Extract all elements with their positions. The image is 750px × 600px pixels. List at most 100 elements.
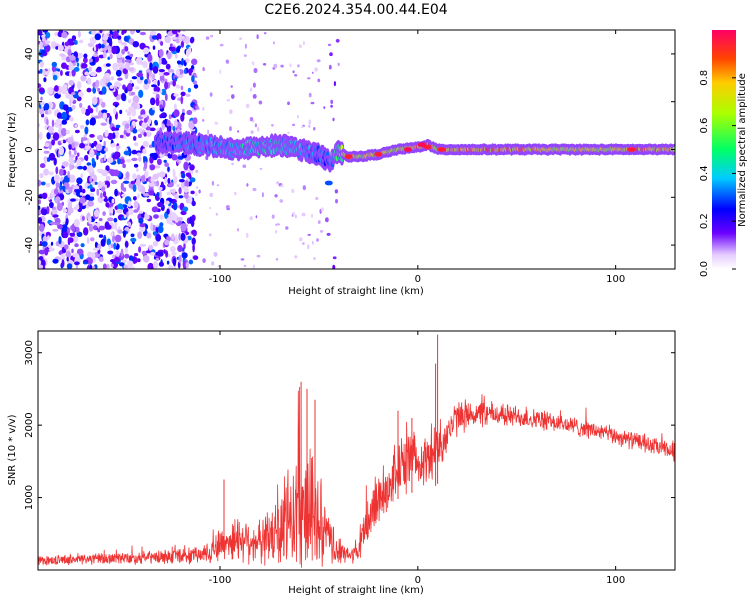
- spectrogram-cell: [225, 205, 230, 209]
- spectrogram-cell: [45, 183, 51, 188]
- spectrogram-cell: [48, 247, 55, 252]
- spectrogram-cell: [152, 79, 158, 85]
- spectrogram-cell: [57, 44, 64, 52]
- spectrogram-cell: [140, 175, 146, 183]
- spectrogram-cell: [295, 214, 297, 219]
- spectrogram-cell: [79, 185, 83, 192]
- spectrogram-cell: [142, 148, 147, 155]
- spectrogram-cell: [124, 59, 132, 63]
- spectrogram-cell: [54, 122, 61, 128]
- spectrogram-cell: [165, 250, 169, 258]
- spectrogram-cell: [85, 194, 91, 201]
- spectrogram-cell: [100, 192, 103, 199]
- spectrogram-cell: [202, 258, 206, 263]
- spectrogram-cell: [46, 132, 51, 140]
- figure-title: C2E6.2024.354.00.44.E04: [264, 2, 447, 18]
- spectrogram-cell: [128, 200, 132, 208]
- spectrogram-cell: [279, 199, 284, 203]
- spectrogram-cell: [178, 195, 184, 199]
- spectrogram-cell: [41, 49, 46, 55]
- spectrogram-cell: [180, 113, 185, 122]
- spectrogram-cell: [44, 40, 51, 44]
- spectrogram-cell: [76, 158, 82, 167]
- spectrogram-cell: [132, 95, 140, 104]
- spectrogram-cell: [128, 255, 134, 262]
- spectrogram-cell: [161, 123, 165, 130]
- y-tick-label: 1000: [24, 485, 35, 510]
- spectrogram-cell: [176, 46, 181, 53]
- spectrogram-cell: [107, 217, 114, 222]
- spectrogram-cell: [335, 199, 338, 204]
- spectrogram-cell: [182, 206, 189, 212]
- spectrogram-cell: [93, 209, 100, 218]
- spectrogram-cell: [80, 75, 87, 82]
- spectrogram-cell: [71, 142, 76, 149]
- y-tick-label: 40: [24, 48, 35, 61]
- spectrogram-cell: [152, 45, 156, 50]
- spectrogram-cell: [209, 192, 214, 198]
- spectrogram-cell: [41, 208, 46, 216]
- spectrogram-cell: [111, 45, 118, 55]
- spectrogram-cell: [130, 233, 135, 238]
- spectrogram-cell: [61, 84, 68, 92]
- spectrogram-cell: [172, 80, 176, 87]
- spectrogram-cell: [76, 62, 80, 67]
- spectrogram-cell: [111, 126, 116, 132]
- spectrogram-cell: [273, 63, 278, 68]
- spectrogram-cell: [68, 64, 75, 71]
- spectrogram-cell: [134, 86, 140, 90]
- spectrogram-cell: [76, 231, 83, 237]
- spectrogram-cell: [237, 130, 240, 133]
- spectrogram-cell: [280, 184, 284, 188]
- spectrogram-cell: [209, 206, 211, 210]
- spectrogram-cell: [292, 212, 296, 216]
- spectrogram-cell: [315, 197, 319, 200]
- spectrogram-cell: [191, 75, 195, 83]
- spectrogram-cell: [105, 63, 111, 67]
- spectrogram-cell: [69, 116, 74, 122]
- spectrogram-cell: [114, 222, 118, 226]
- spectrogram-cell: [158, 57, 162, 65]
- spectrogram-cell: [137, 193, 140, 199]
- spectrogram-cell: [202, 119, 205, 122]
- spectrogram-cell: [271, 123, 274, 127]
- spectrogram-cell: [180, 95, 184, 105]
- spectrogram-cell: [169, 188, 177, 193]
- spectrogram-cell: [136, 168, 139, 172]
- spectrogram-cell: [39, 61, 44, 68]
- spectrogram-cell: [191, 200, 196, 207]
- spectrogram-cell: [185, 261, 189, 269]
- spectrogram-spot: [423, 144, 432, 150]
- spectrogram-cell: [116, 208, 123, 214]
- spectrogram-cell: [50, 241, 54, 246]
- spectrogram-cell: [44, 71, 50, 76]
- spectrogram-cell: [107, 250, 114, 255]
- colorbar-axes: 0.0 0.2 0.4 0.6 0.8: [699, 70, 736, 277]
- spectrogram-cell: [89, 134, 95, 138]
- spectrogram-cell: [157, 79, 160, 87]
- spectrogram-cell: [133, 135, 137, 141]
- spectrogram-cell: [192, 231, 197, 237]
- spectrogram-cell: [137, 128, 144, 133]
- spectrogram-cell: [83, 53, 88, 59]
- spectrogram-cell: [310, 101, 315, 105]
- spectrogram-cell: [190, 219, 195, 228]
- spectrogram-cell: [298, 44, 302, 49]
- spectrogram-cell: [49, 201, 54, 209]
- spectrogram-cell: [123, 35, 129, 42]
- spectrogram-cell: [308, 124, 311, 128]
- spectrogram-cell: [158, 190, 162, 199]
- spectrogram-cell: [229, 109, 233, 114]
- spectrogram-cell: [332, 117, 335, 122]
- spectrogram-cell: [121, 30, 125, 35]
- spectrogram-cell: [110, 179, 118, 185]
- spectrogram-cell: [43, 103, 50, 111]
- spectrogram-cell: [145, 131, 152, 138]
- spectrogram-cell: [48, 152, 56, 161]
- spectrogram-cell: [255, 215, 258, 219]
- spectrogram-cell: [102, 75, 107, 85]
- spectrogram-spot: [374, 151, 383, 157]
- spectrogram-cell: [55, 182, 60, 189]
- spectrogram-cell: [96, 154, 99, 160]
- spectrogram-cell: [172, 126, 176, 132]
